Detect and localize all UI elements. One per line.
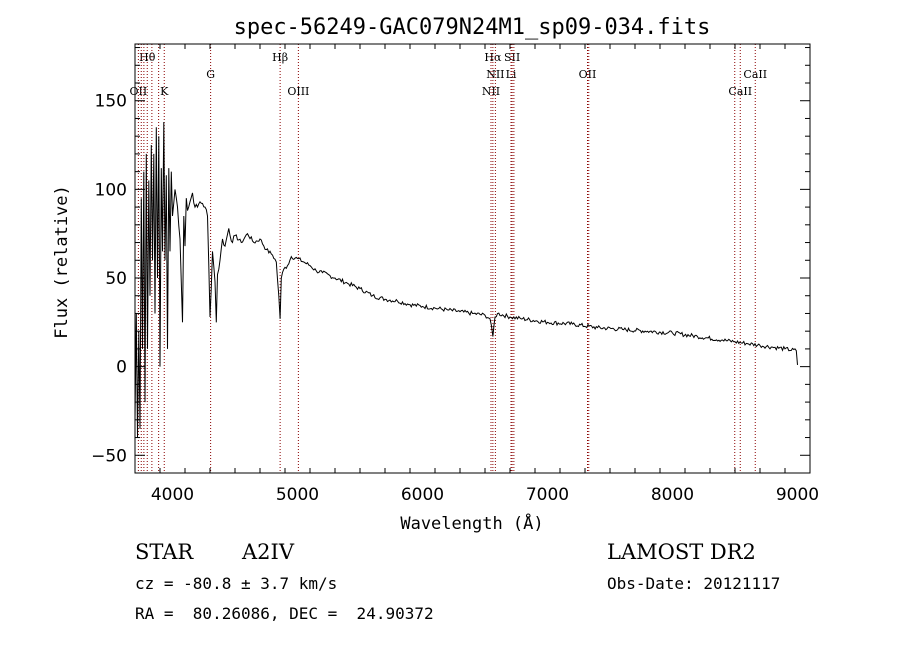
object-class: STAR (135, 540, 194, 564)
y-tick-label: 100 (95, 180, 127, 200)
line-label: K (160, 85, 169, 98)
y-tick-label: 150 (95, 92, 127, 112)
coordinates: RA = 80.26086, DEC = 24.90372 (135, 604, 434, 623)
line-label: CaII (728, 85, 752, 98)
redshift-velocity: cz = -80.8 ± 3.7 km/s (135, 574, 338, 593)
line-label: OIII (287, 85, 309, 98)
x-axis: 4000 5000 6000 7000 8000 9000 (134, 44, 819, 505)
line-label: Hα (484, 51, 502, 64)
line-label: Li (506, 68, 517, 81)
y-axis: −50 0 50 100 150 (91, 47, 810, 474)
line-label: Hβ (272, 51, 288, 64)
x-tick-label: 4000 (151, 485, 194, 505)
y-axis-label: Flux (relative) (52, 185, 72, 339)
line-label: NII (482, 85, 500, 98)
line-label: CaII (743, 68, 767, 81)
x-tick-label: 6000 (401, 485, 444, 505)
y-tick-label: 50 (105, 269, 127, 289)
line-label: NII (486, 68, 504, 81)
observation-date: Obs-Date: 20121117 (607, 574, 781, 593)
y-tick-label: −50 (91, 446, 127, 466)
x-tick-label: 7000 (526, 485, 569, 505)
x-tick-label: 8000 (651, 485, 694, 505)
survey-name: LAMOST DR2 (607, 540, 756, 564)
object-subclass: A2IV (242, 540, 294, 564)
x-tick-label: 9000 (776, 485, 819, 505)
line-label: Hθ (139, 51, 156, 64)
y-tick-label: 0 (116, 358, 127, 378)
line-label: OII (579, 68, 597, 81)
line-label: G (206, 68, 215, 81)
x-axis-label: Wavelength (Å) (400, 512, 543, 534)
chart-title: spec-56249-GAC079N24M1_sp09-034.fits (234, 15, 711, 40)
line-label: OII (130, 85, 148, 98)
x-tick-label: 5000 (276, 485, 319, 505)
spectrum-series (134, 121, 798, 438)
spectrum-line (134, 121, 798, 438)
plot-frame (134, 43, 811, 474)
line-label: SII (504, 51, 520, 64)
